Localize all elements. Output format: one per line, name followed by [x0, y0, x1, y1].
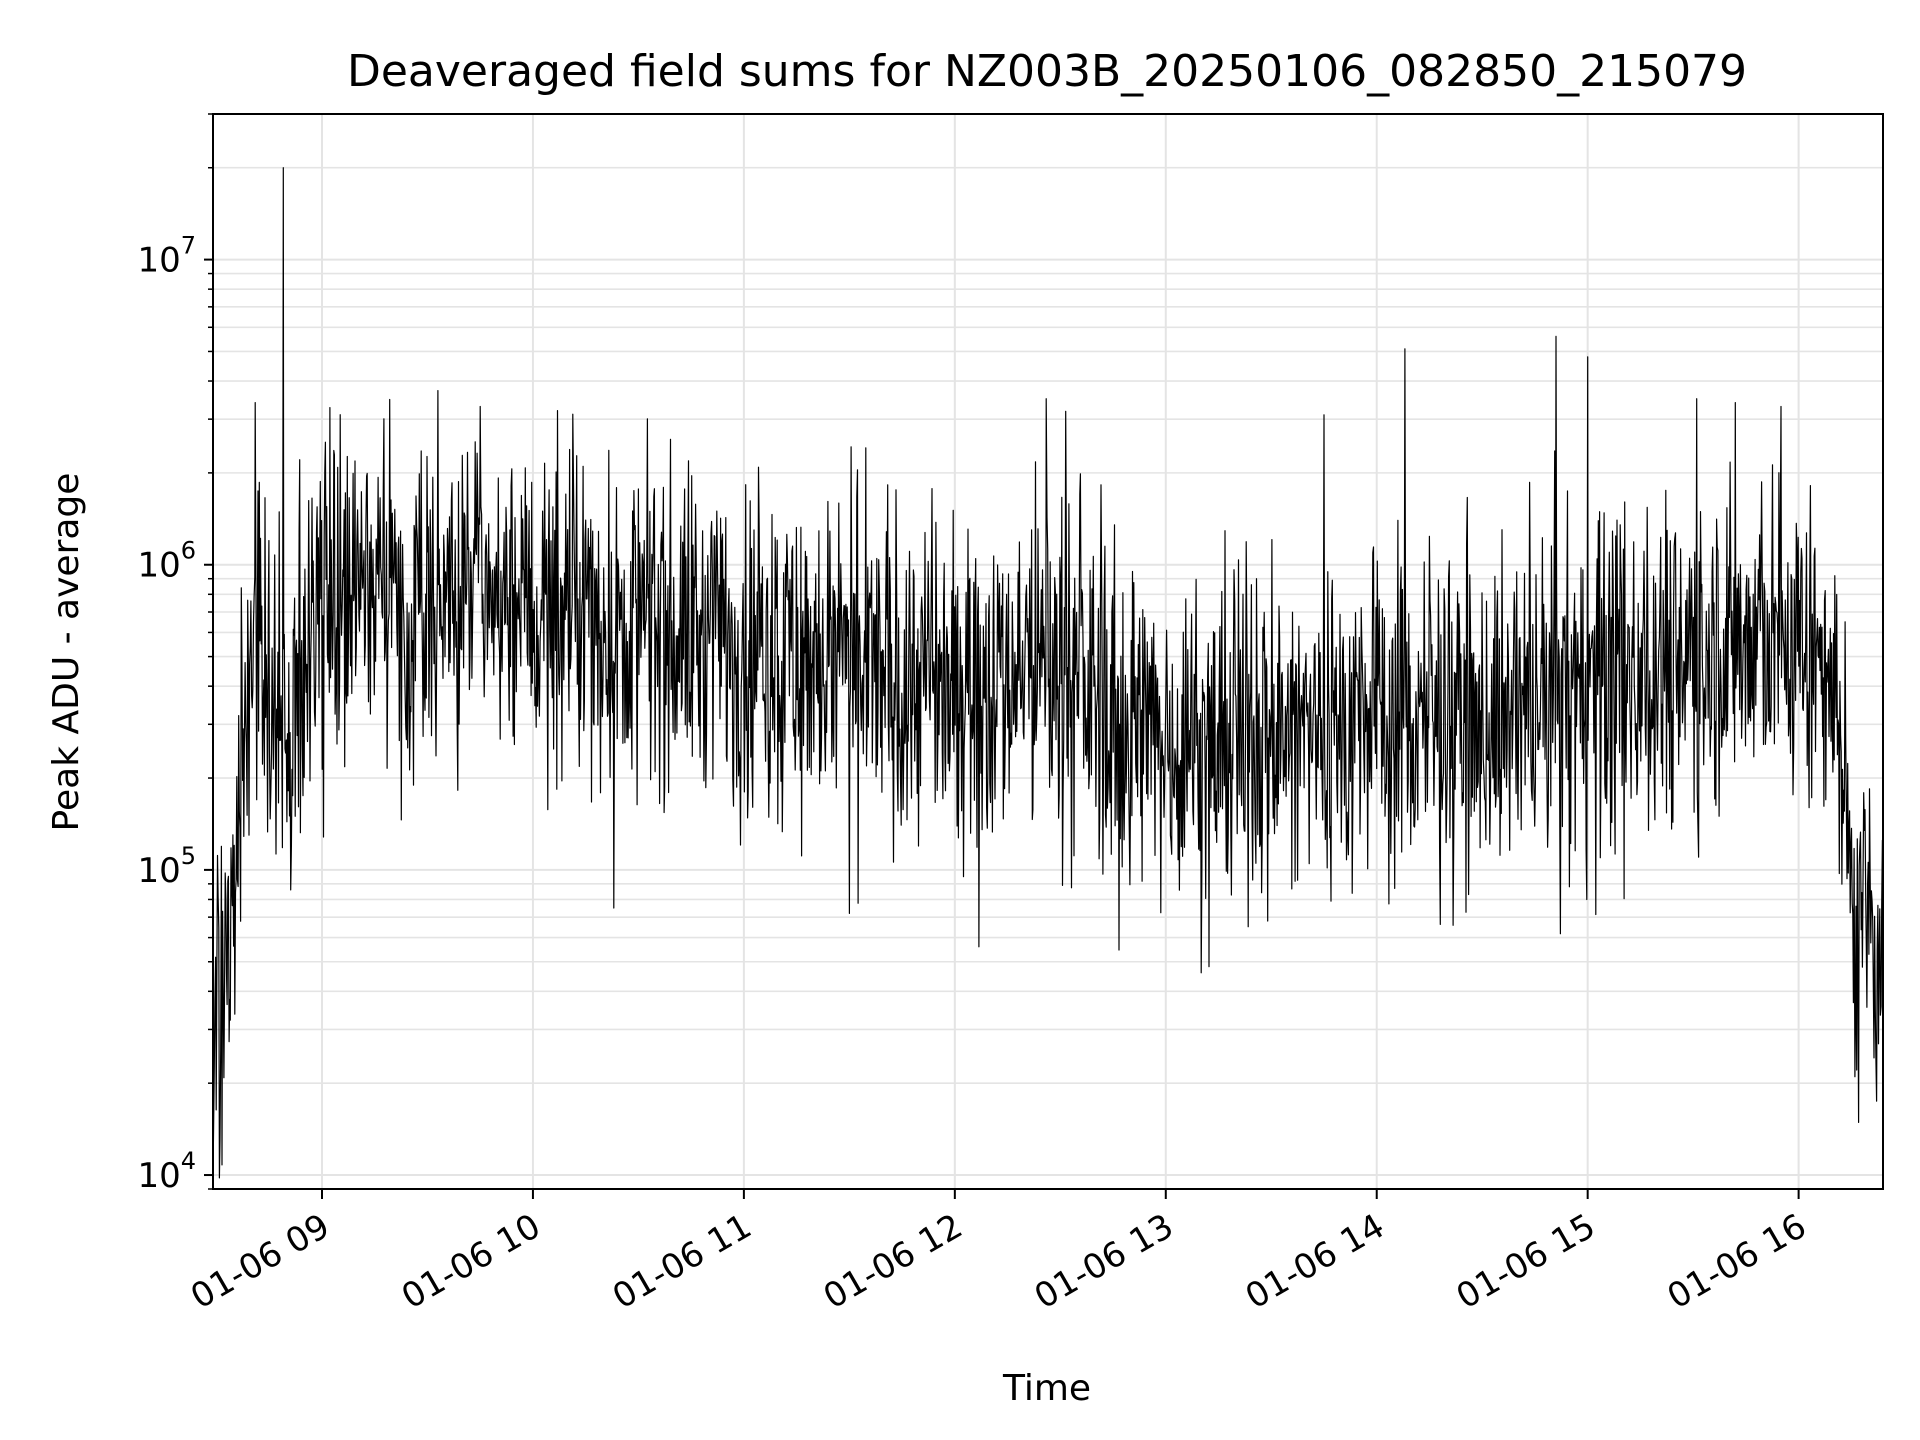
plot-area	[212, 167, 1884, 1179]
y-tick-label: 106	[137, 537, 196, 586]
y-tick-label-base: 10	[137, 546, 180, 586]
y-tick-label: 104	[137, 1147, 196, 1196]
series-line	[212, 167, 1884, 1179]
y-tick-label-exponent: 7	[181, 232, 196, 260]
y-tick-label-exponent: 5	[181, 842, 196, 870]
y-tick-label-base: 10	[137, 851, 180, 891]
y-tick-label-base: 10	[137, 1156, 180, 1196]
y-tick-label-exponent: 6	[181, 537, 196, 565]
y-tick-label-base: 10	[137, 241, 180, 281]
plot-frame	[212, 113, 1884, 1190]
y-tick-label-exponent: 4	[181, 1147, 196, 1175]
y-tick-label: 107	[137, 232, 196, 281]
y-tick-label: 105	[137, 842, 196, 891]
x-axis-label: Time	[1002, 1368, 1091, 1409]
chart-title: Deaveraged field sums for NZ003B_2025010…	[347, 46, 1747, 97]
y-axis-label: Peak ADU - average	[46, 473, 87, 832]
